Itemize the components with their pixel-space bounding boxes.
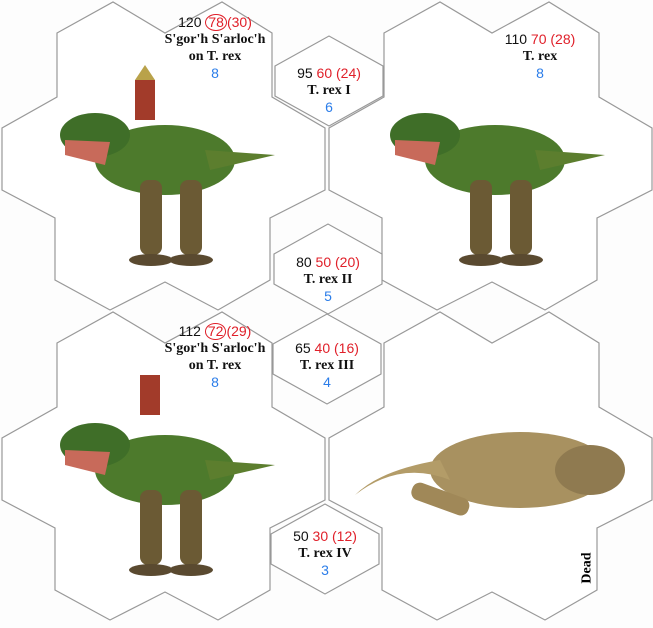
stat-b: 50 — [315, 254, 332, 270]
small-card-4: 50 30 (12) T. rex IV 3 — [271, 528, 379, 579]
stat-c: (30) — [226, 14, 252, 30]
unit-level: 8 — [211, 65, 219, 81]
stat-a: 95 — [297, 65, 313, 81]
stat-a: 65 — [295, 340, 311, 356]
stat-a: 110 — [504, 31, 528, 47]
small-card-1: 95 60 (24) T. rex I 6 — [275, 65, 383, 116]
unit-name: S'gor'h S'arloc'h — [164, 341, 266, 356]
small-card-3: 65 40 (16) T. rex III 4 — [273, 340, 381, 391]
unit-name: S'gor'h S'arloc'h — [164, 32, 266, 47]
stat-a: 50 — [293, 528, 309, 544]
small-card-2: 80 50 (20) T. rex II 5 — [274, 254, 382, 305]
unit-stats: 110 70 (28) — [475, 31, 605, 48]
stat-b: 70 — [530, 31, 547, 47]
unit-level: 3 — [321, 562, 329, 578]
unit-level: 5 — [324, 288, 332, 304]
unit-level: 8 — [211, 374, 219, 390]
unit-name: T. rex III — [299, 358, 355, 373]
stat-b-circled: 78 — [205, 14, 227, 31]
stat-b-circled: 72 — [204, 323, 227, 340]
dead-t-rex-image — [355, 432, 625, 516]
t-rex-rider-image — [60, 375, 275, 576]
unit-level: 8 — [536, 65, 544, 81]
stat-c: (20) — [335, 254, 360, 270]
dead-label: Dead — [579, 552, 595, 584]
unit-name: T. rex I — [307, 83, 351, 98]
unit-name-line2: on T. rex — [188, 358, 242, 373]
t-rex-rider-image — [60, 65, 275, 266]
unit-card-1: 120 78 (30) S'gor'h S'arloc'h on T. rex 8 — [140, 14, 290, 82]
stat-c: (28) — [550, 31, 576, 47]
stat-a: 80 — [296, 254, 312, 270]
unit-stats: 112 72 (29) — [140, 323, 290, 340]
unit-name: T. rex IV — [298, 546, 352, 561]
unit-name: T. rex II — [303, 272, 353, 287]
unit-card-2: 110 70 (28) T. rex 8 — [475, 31, 605, 82]
stat-a: 120 — [178, 14, 202, 30]
unit-level: 4 — [323, 374, 331, 390]
stat-b: 30 — [312, 528, 329, 544]
stat-c: (16) — [334, 340, 359, 356]
unit-level: 6 — [325, 99, 333, 115]
stat-a: 112 — [178, 323, 201, 339]
unit-name-line2: on T. rex — [188, 49, 242, 64]
stat-c: (29) — [226, 323, 252, 339]
unit-stats: 120 78 (30) — [140, 14, 290, 31]
stat-c: (12) — [332, 528, 357, 544]
stat-b: 60 — [316, 65, 333, 81]
unit-name: T. rex — [522, 49, 558, 64]
stat-c: (24) — [336, 65, 361, 81]
stat-b: 40 — [314, 340, 331, 356]
unit-card-3: 112 72 (29) S'gor'h S'arloc'h on T. rex 8 — [140, 323, 290, 391]
